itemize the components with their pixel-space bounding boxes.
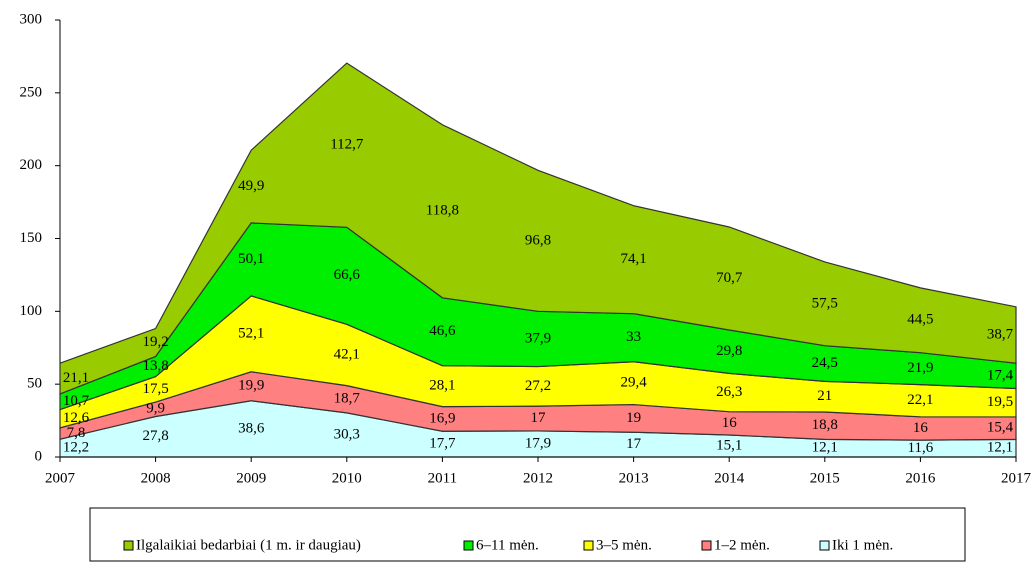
data-label: 9,9 [146, 401, 165, 417]
data-label: 16 [913, 420, 929, 436]
data-label: 21 [817, 388, 832, 404]
data-label: 12,6 [63, 410, 90, 426]
data-label: 16 [722, 415, 738, 431]
data-label: 52,1 [238, 325, 264, 341]
x-tick-label: 2007 [45, 470, 76, 486]
data-label: 11,6 [908, 440, 934, 456]
data-label: 38,6 [238, 420, 265, 436]
data-label: 12,2 [63, 440, 89, 456]
data-label: 17 [626, 436, 642, 452]
data-label: 7,8 [67, 425, 86, 441]
data-label: 44,5 [907, 312, 933, 328]
data-label: 24,5 [812, 355, 838, 371]
data-label: 46,6 [429, 323, 456, 339]
x-tick-label: 2013 [619, 470, 649, 486]
data-label: 28,1 [429, 378, 455, 394]
y-tick-label: 150 [20, 230, 43, 246]
data-label: 17,5 [142, 381, 168, 397]
data-label: 49,9 [238, 178, 264, 194]
data-label: 18,7 [334, 391, 361, 407]
data-label: 33 [626, 329, 641, 345]
data-label: 17,9 [525, 435, 551, 451]
x-tick-label: 2012 [523, 470, 553, 486]
data-label: 15,4 [987, 420, 1014, 436]
legend-box [89, 507, 966, 562]
y-tick-label: 50 [27, 376, 42, 392]
data-label: 17,7 [429, 436, 456, 452]
data-label: 18,8 [812, 417, 838, 433]
data-label: 19 [626, 410, 641, 426]
legend-label: 3–5 mėn. [596, 537, 652, 553]
x-tick-label: 2011 [428, 470, 457, 486]
y-tick-label: 0 [35, 448, 43, 464]
legend-label: Iki 1 mėn. [832, 537, 893, 553]
data-label: 15,1 [716, 437, 742, 453]
legend-swatch [819, 540, 830, 551]
data-label: 21,1 [63, 370, 89, 386]
data-label: 50,1 [238, 251, 264, 267]
data-label: 27,2 [525, 378, 551, 394]
legend-label: 6–11 mėn. [476, 537, 539, 553]
data-label: 19,5 [987, 394, 1013, 410]
legend-swatch [583, 540, 594, 551]
data-label: 70,7 [716, 270, 743, 286]
data-label: 38,7 [987, 326, 1014, 342]
y-tick-label: 250 [20, 84, 43, 100]
legend-swatch [463, 540, 474, 551]
data-label: 37,9 [525, 330, 551, 346]
x-tick-label: 2015 [810, 470, 840, 486]
data-label: 19,9 [238, 378, 264, 394]
data-label: 10,7 [63, 393, 90, 409]
x-tick-label: 2009 [236, 470, 266, 486]
data-label: 112,7 [330, 137, 364, 153]
data-label: 57,5 [812, 295, 838, 311]
x-tick-label: 2008 [141, 470, 171, 486]
data-label: 27,8 [142, 428, 168, 444]
legend-label: 1–2 mėn. [714, 537, 770, 553]
data-label: 17 [531, 410, 547, 426]
area [59, 62, 1017, 395]
data-label: 21,9 [907, 360, 933, 376]
data-label: 16,9 [429, 410, 455, 426]
data-label: 42,1 [334, 346, 360, 362]
legend-label: Ilgalaikiai bedarbiai (1 m. ir daugiau) [136, 537, 361, 553]
data-label: 12,1 [812, 440, 838, 456]
data-label: 17,4 [987, 367, 1014, 383]
x-tick-label: 2016 [905, 470, 936, 486]
data-label: 118,8 [426, 203, 459, 219]
data-label: 30,3 [334, 426, 360, 442]
data-label: 29,4 [620, 375, 647, 391]
legend-swatch [123, 540, 134, 551]
data-label: 74,1 [620, 251, 646, 267]
y-tick-label: 100 [20, 303, 43, 319]
legend-swatch [701, 540, 712, 551]
x-tick-label: 2010 [332, 470, 362, 486]
data-label: 26,3 [716, 384, 742, 400]
y-tick-label: 200 [20, 157, 43, 173]
x-tick-label: 2017 [1001, 470, 1032, 486]
x-tick-label: 2014 [714, 470, 745, 486]
data-label: 29,8 [716, 343, 742, 359]
data-label: 96,8 [525, 232, 551, 248]
data-label: 12,1 [987, 440, 1013, 456]
y-tick-label: 300 [20, 11, 43, 27]
legend: Ilgalaikiai bedarbiai (1 m. ir daugiau) 6… [89, 507, 966, 562]
data-label: 13,8 [142, 358, 168, 374]
data-label: 22,1 [907, 392, 933, 408]
data-label: 19,2 [142, 334, 168, 350]
data-label: 66,6 [334, 267, 361, 283]
